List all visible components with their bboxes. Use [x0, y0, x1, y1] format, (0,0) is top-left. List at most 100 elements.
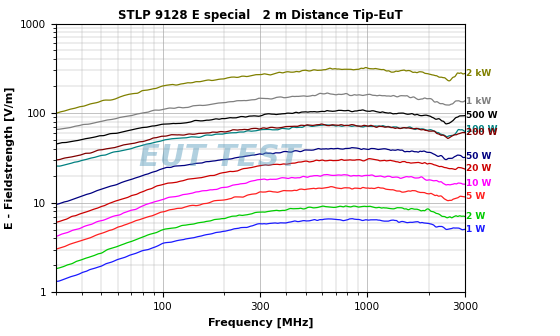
10 W — [326, 173, 333, 177]
2 W — [325, 205, 332, 209]
20 W — [53, 220, 59, 224]
200 W — [237, 128, 244, 132]
Line: 10 W: 10 W — [56, 174, 465, 236]
5 W — [328, 184, 334, 188]
1 kW — [158, 108, 165, 112]
Line: 20 W: 20 W — [56, 159, 465, 222]
100 W — [53, 164, 59, 168]
500 W — [361, 109, 368, 113]
Line: 100 W: 100 W — [56, 125, 465, 166]
1 kW — [53, 127, 60, 131]
2 kW — [325, 67, 332, 71]
2 W — [343, 204, 349, 208]
10 W — [53, 234, 59, 238]
2 W — [361, 204, 368, 208]
Text: 50 W: 50 W — [466, 152, 492, 161]
Text: 2 kW: 2 kW — [466, 69, 491, 78]
X-axis label: Frequency [MHz]: Frequency [MHz] — [208, 318, 313, 328]
5 W — [125, 221, 132, 225]
200 W — [158, 134, 165, 138]
200 W — [125, 142, 132, 146]
2 W — [158, 228, 165, 233]
Text: 1 kW: 1 kW — [466, 97, 491, 107]
100 W — [238, 130, 245, 134]
10 W — [324, 172, 330, 176]
2 kW — [361, 66, 367, 70]
1 W — [237, 225, 244, 229]
100 W — [327, 123, 334, 127]
20 W — [237, 167, 244, 171]
100 W — [321, 123, 328, 127]
1 kW — [362, 93, 368, 97]
1 kW — [238, 99, 245, 103]
1 W — [158, 242, 165, 246]
Text: 500 W: 500 W — [466, 111, 498, 120]
1 kW — [327, 92, 334, 96]
1 W — [349, 217, 356, 221]
2 kW — [293, 70, 300, 74]
Line: 50 W: 50 W — [56, 148, 465, 204]
50 W — [361, 147, 368, 151]
10 W — [361, 173, 368, 177]
2 W — [125, 240, 132, 244]
500 W — [53, 142, 59, 146]
20 W — [293, 161, 300, 165]
Text: 2 W: 2 W — [466, 212, 486, 221]
1 W — [125, 254, 132, 258]
200 W — [326, 124, 333, 128]
2 W — [53, 266, 59, 270]
2 kW — [158, 84, 165, 88]
Text: 100 W: 100 W — [466, 125, 498, 134]
10 W — [293, 176, 300, 180]
50 W — [125, 178, 132, 182]
500 W — [125, 128, 132, 132]
500 W — [293, 111, 300, 115]
20 W — [366, 157, 372, 161]
20 W — [325, 158, 332, 162]
10 W — [461, 182, 468, 186]
1 kW — [294, 94, 301, 98]
1 W — [325, 217, 332, 221]
500 W — [359, 108, 366, 112]
1 W — [461, 227, 468, 232]
100 W — [158, 139, 165, 143]
200 W — [293, 124, 300, 128]
2 kW — [125, 92, 132, 96]
100 W — [55, 164, 62, 168]
Line: 2 kW: 2 kW — [56, 68, 465, 113]
Text: 1 W: 1 W — [466, 225, 486, 234]
1 kW — [324, 91, 331, 95]
2 W — [293, 207, 300, 211]
Text: 200 W: 200 W — [466, 128, 498, 137]
500 W — [237, 115, 244, 119]
Line: 200 W: 200 W — [56, 124, 465, 160]
20 W — [461, 167, 468, 171]
1 kW — [53, 127, 59, 131]
20 W — [361, 159, 367, 163]
Line: 1 W: 1 W — [56, 219, 465, 282]
Text: 10 W: 10 W — [466, 179, 492, 188]
10 W — [158, 198, 165, 202]
20 W — [158, 183, 165, 187]
5 W — [53, 247, 59, 251]
Line: 2 W: 2 W — [56, 206, 465, 268]
100 W — [461, 129, 468, 133]
200 W — [361, 123, 368, 127]
500 W — [461, 114, 468, 118]
5 W — [237, 195, 244, 199]
2 kW — [237, 74, 244, 78]
1 W — [361, 218, 368, 222]
100 W — [362, 124, 368, 128]
500 W — [158, 122, 165, 126]
2 kW — [362, 66, 369, 70]
1 kW — [461, 99, 468, 103]
Line: 500 W: 500 W — [56, 110, 465, 144]
Line: 5 W: 5 W — [56, 186, 465, 249]
2 kW — [461, 72, 468, 76]
1 kW — [125, 114, 132, 118]
100 W — [125, 147, 132, 151]
10 W — [237, 182, 244, 186]
100 W — [294, 125, 301, 129]
500 W — [325, 109, 332, 113]
50 W — [53, 202, 59, 206]
